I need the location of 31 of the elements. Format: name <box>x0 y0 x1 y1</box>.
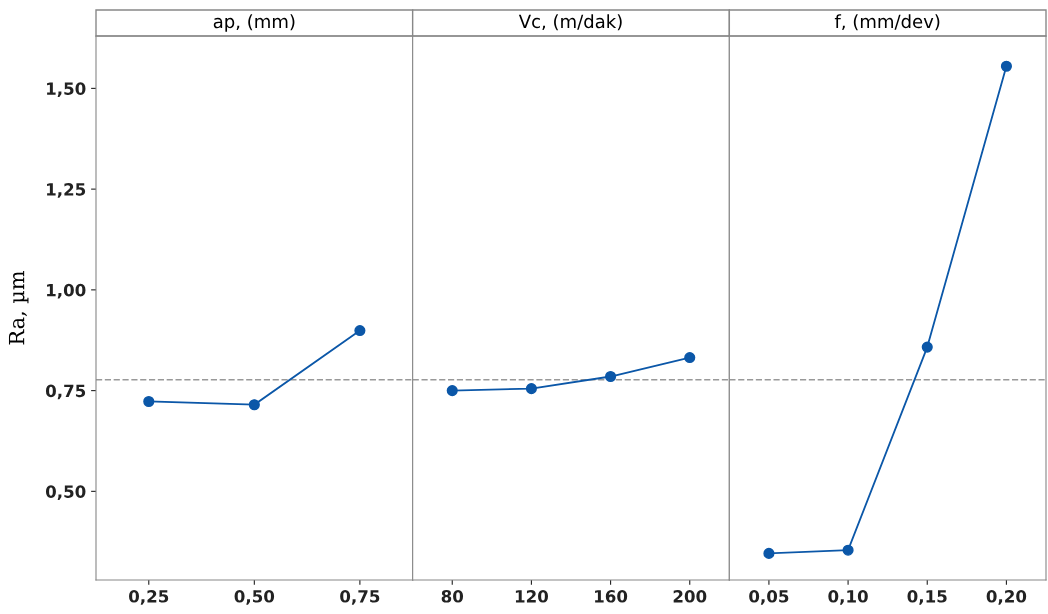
y-tick-label: 1,00 <box>47 283 86 299</box>
x-tick-label: 0,25 <box>129 590 169 605</box>
y-tick-label: 1,25 <box>47 183 86 198</box>
x-tick-label: 0,50 <box>234 590 275 605</box>
x-tick-label: 0,20 <box>986 590 1027 605</box>
x-tick-label: 80 <box>441 590 464 603</box>
chart-title: Vc, (m/dak) <box>518 14 622 31</box>
point <box>684 352 696 364</box>
point <box>1000 60 1012 72</box>
point <box>248 399 260 411</box>
x-tick-label: 0,05 <box>749 590 789 605</box>
x-tick-label: 0,15 <box>907 590 947 605</box>
point <box>921 341 933 353</box>
x-tick-label: 120 <box>515 590 549 603</box>
chart-title: f, (mm/dev) <box>834 14 940 31</box>
x-tick-label: 200 <box>673 590 707 603</box>
point <box>525 383 537 395</box>
y-tick-label: 1,50 <box>47 82 86 98</box>
point <box>354 325 366 337</box>
chart-title: ap, (mm) <box>213 14 295 32</box>
y-tick-label: 0,75 <box>45 384 86 400</box>
point <box>143 395 155 408</box>
point <box>842 544 854 556</box>
point <box>446 385 458 397</box>
y-axis-title: Ra, µm <box>8 271 29 345</box>
y-tick-label: 0,50 <box>45 485 86 501</box>
x-tick-label: 0,75 <box>340 590 380 605</box>
point <box>763 547 775 559</box>
point <box>605 370 617 383</box>
x-tick-label: 0,10 <box>828 590 868 605</box>
x-tick-label: 160 <box>595 590 628 603</box>
